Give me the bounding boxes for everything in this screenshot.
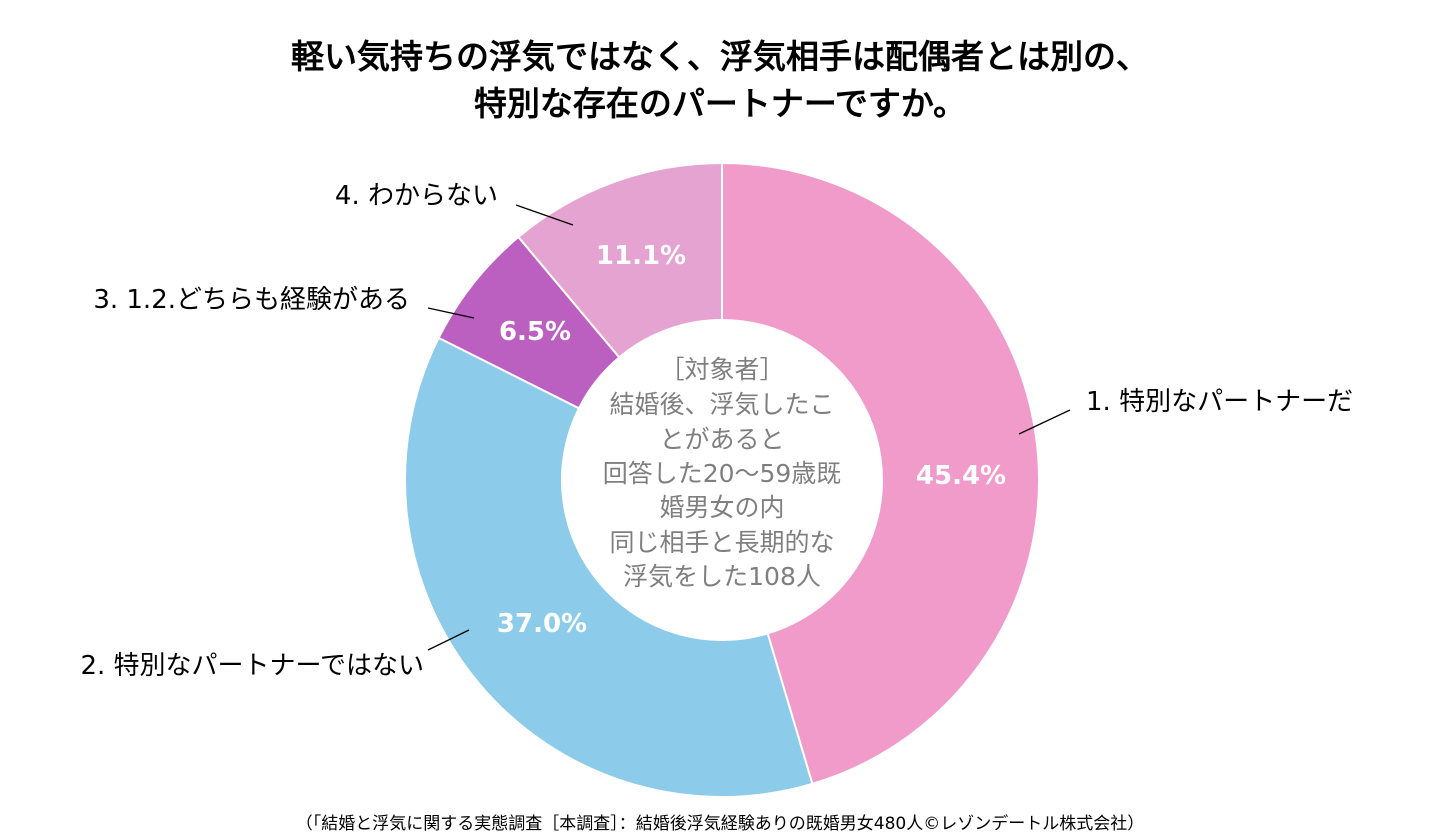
slice-4-unknown (516, 161, 723, 359)
center-line-7: 浮気をした108人 (623, 562, 821, 591)
slice-1-value-label: 45.4% (916, 461, 1006, 491)
slice-2-value-label: 37.0% (497, 609, 587, 639)
center-line-4: 回答した20～59歳既 (603, 459, 842, 488)
chart-source: （「結婚と浮気に関する実態調査［本調査］：結婚後浮気経験ありの既婚男女480人©… (296, 813, 1144, 834)
leader-line-2 (427, 629, 470, 651)
slice-2-category-label: 2. 特別なパートナーではない (80, 651, 424, 681)
leader-line-3 (427, 307, 475, 319)
center-line-2: 結婚後、浮気したこ (609, 390, 834, 419)
slice-4-category-label: 4. わからない (335, 181, 498, 211)
slice-3-category-label: 3. 1.2.どちらも経験がある (93, 285, 410, 315)
center-line-6: 同じ相手と長期的な (609, 528, 834, 557)
slice-4-value-label: 11.1% (596, 241, 686, 271)
center-line-1: ［対象者］ (659, 355, 784, 384)
center-line-3: とがあると (659, 425, 784, 454)
leader-line-1 (1018, 409, 1071, 435)
slice-3-value-label: 6.5% (499, 317, 571, 347)
center-line-5: 婚男女の内 (659, 493, 784, 522)
slice-1-special-partner (721, 161, 1040, 786)
leader-line-4 (515, 204, 574, 226)
slice-1-category-label: 1. 特別なパートナーだ (1086, 387, 1353, 417)
chart-title-line-1: 軽い気持ちの浮気ではなく、浮気相手は配偶者とは別の、 (291, 37, 1149, 76)
slice-group (404, 161, 1040, 798)
slice-2-not-special (404, 336, 814, 798)
chart-title-line-2: 特別な存在のパートナーですか。 (474, 84, 966, 123)
